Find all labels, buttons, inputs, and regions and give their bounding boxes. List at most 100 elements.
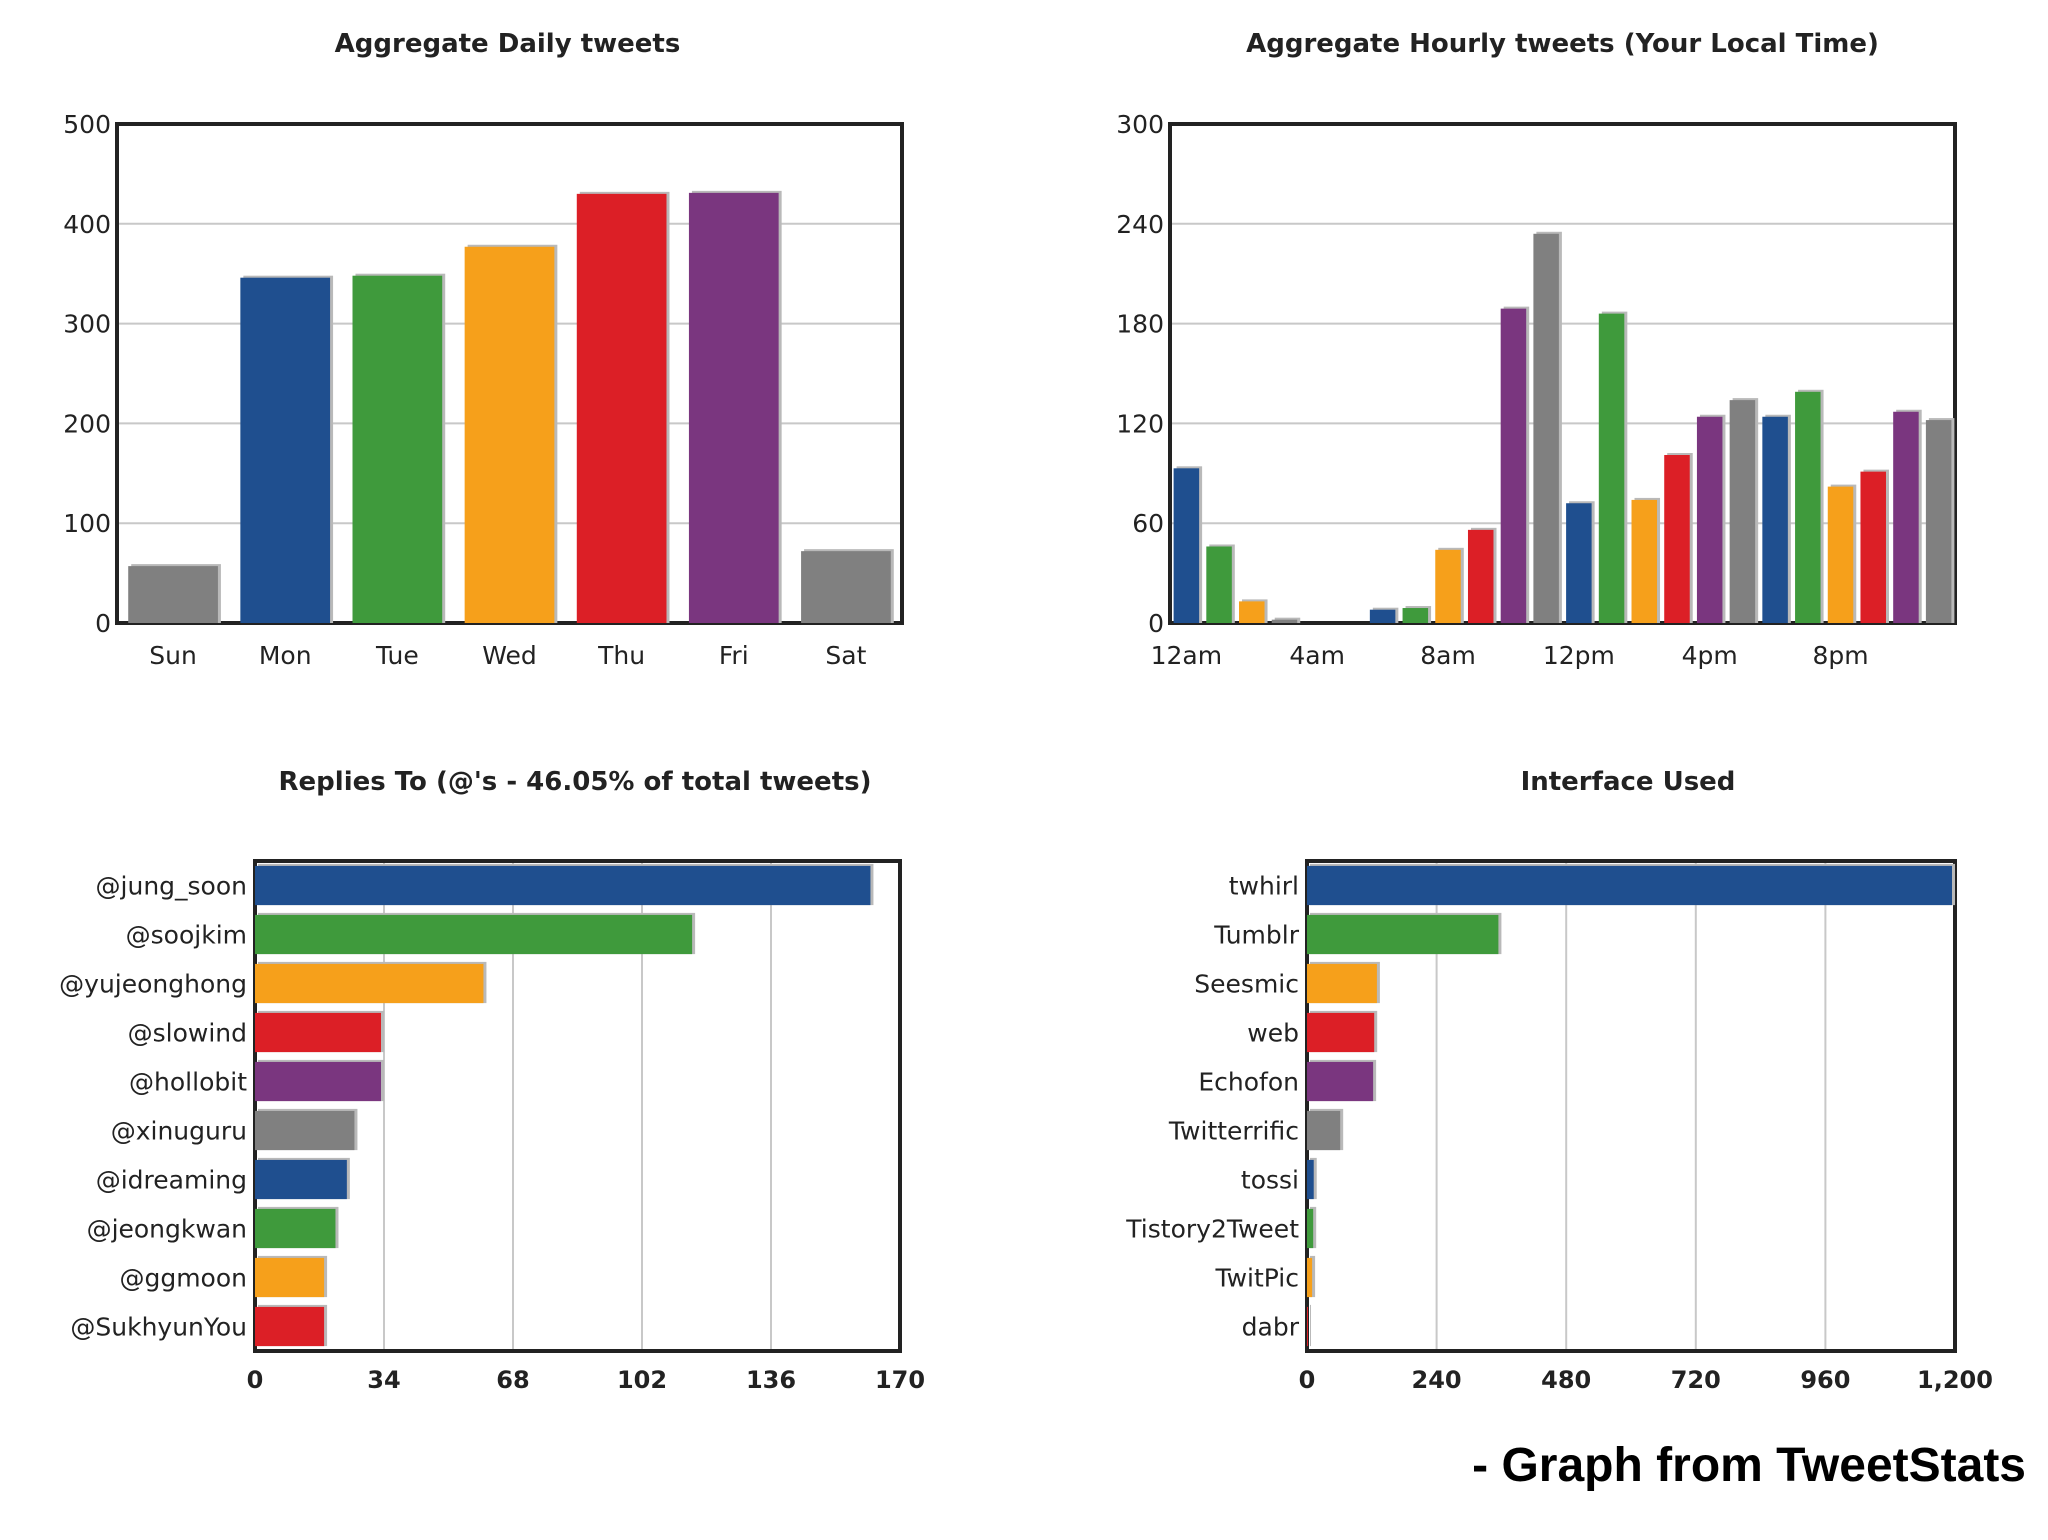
chart3-xtick-label: 170: [875, 1366, 925, 1394]
chart2-bar-11am: [1533, 233, 1559, 623]
chart1-bar-sat: [801, 551, 891, 623]
chart1-bar-wed: [464, 246, 555, 623]
chart2-xtick-label: 8pm: [1812, 641, 1868, 670]
chart4-category-label: Twitterrific: [1168, 1117, 1299, 1146]
chart4-plot-frame: [1305, 859, 1957, 1353]
chart3-category-label: @slowind: [128, 1019, 247, 1048]
chart4-xtick-label: 240: [1412, 1366, 1462, 1394]
chart4-bar-web: [1307, 1012, 1375, 1053]
chart3-category-label: @yujeonghong: [59, 970, 247, 999]
chart3-category-label: @jung_soon: [96, 872, 247, 901]
chart4-bar-echofon: [1307, 1061, 1374, 1102]
chart3-category-label: @jeongkwan: [87, 1215, 247, 1244]
chart3-plot-frame: [253, 859, 902, 1353]
chart1-ytick-label: 100: [63, 509, 111, 538]
chart4-xtick-label: 720: [1671, 1366, 1721, 1394]
chart1-xtick-label: Mon: [259, 641, 312, 670]
chart4-category-label: Tumblr: [1213, 921, 1299, 950]
chart3-xtick-label: 34: [367, 1366, 400, 1394]
chart1-ytick-label: 200: [63, 409, 111, 438]
chart2-xtick-label: 4pm: [1682, 641, 1738, 670]
chart4-bar-twitterrific: [1307, 1110, 1341, 1151]
chart4-category-label: dabr: [1242, 1313, 1300, 1342]
chart1-xtick-label: Wed: [482, 641, 537, 670]
chart3-bar-ggmoon: [255, 1257, 325, 1298]
chart4-bar-twitpic-shadow: [1310, 1255, 1316, 1298]
chart1-bar-thu: [576, 193, 667, 624]
chart4-bar-twhirl: [1307, 865, 1952, 906]
chart1-bar-fri: [688, 192, 779, 623]
chart3-bar-sukhyunyou: [255, 1306, 325, 1347]
chart3-category-label: @ggmoon: [119, 1264, 247, 1293]
chart2-ytick-label: 120: [1116, 409, 1164, 438]
chart2-xtick-label: 4am: [1289, 641, 1345, 670]
chart1-ytick-label: 400: [63, 210, 111, 239]
chart2-bar-2pm: [1631, 499, 1658, 623]
chart3-bar-slowind: [255, 1012, 381, 1053]
chart2-xtick-label: 12am: [1151, 641, 1222, 670]
chart2-bar-4pm: [1696, 416, 1723, 623]
chart2-bar-11pm: [1925, 420, 1952, 623]
chart1-bar-mon: [240, 277, 331, 623]
chart1-ytick-label: 0: [95, 609, 111, 638]
chart4-bar-dabr-shadow: [1310, 1304, 1311, 1347]
chart4-bar-twitpic: [1307, 1257, 1313, 1298]
chart2-bar-1am: [1206, 546, 1232, 623]
chart4-xtick-label: 960: [1800, 1366, 1850, 1394]
chart3-category-label: @idreaming: [96, 1166, 247, 1195]
chart2-bar-1pm: [1598, 313, 1625, 623]
chart2-bar-3am: [1271, 619, 1298, 623]
chart1-bar-sun: [128, 566, 218, 623]
chart4-bar-dabr: [1307, 1306, 1308, 1347]
chart2-ytick-label: 240: [1116, 210, 1164, 239]
chart3-category-label: @soojkim: [126, 921, 247, 950]
chart3-xtick-label: 68: [496, 1366, 529, 1394]
chart3-bar-xinuguru: [255, 1110, 355, 1151]
chart1-bar-tue: [352, 275, 443, 623]
chart2-bar-5pm: [1729, 400, 1756, 623]
chart3-bar-jeongkwan: [255, 1208, 336, 1249]
chart4-category-label: web: [1247, 1019, 1299, 1048]
chart1-xtick-label: Sun: [149, 641, 197, 670]
chart1-ytick-label: 500: [63, 110, 111, 139]
chart3-category-label: @xinuguru: [111, 1117, 247, 1146]
chart2-bar-8am: [1435, 549, 1461, 623]
chart2-ytick-label: 180: [1116, 310, 1164, 339]
chart2-xtick-label: 12pm: [1543, 641, 1615, 670]
chart4-bar-tossi: [1307, 1159, 1314, 1200]
chart4-xtick-label: 0: [1299, 1366, 1316, 1394]
chart4-category-label: TwitPic: [1214, 1264, 1299, 1293]
chart4-title: Interface Used: [1521, 767, 1736, 797]
chart3-title: Replies To (@'s - 46.05% of total tweets…: [279, 767, 872, 797]
chart3-bar-yujeonghong: [255, 963, 484, 1004]
chart2-bar-3pm: [1664, 455, 1690, 623]
chart4-category-label: Echofon: [1198, 1068, 1299, 1097]
chart2-bar-12pm: [1566, 503, 1592, 623]
chart2-bar-6am: [1369, 609, 1396, 623]
chart3-category-label: @hollobit: [129, 1068, 247, 1097]
chart2-bar-10am: [1500, 308, 1527, 623]
chart2-xtick-label: 8am: [1420, 641, 1476, 670]
chart2-bar-10pm: [1893, 411, 1919, 623]
chart1-ytick-label: 300: [63, 310, 111, 339]
chart4-category-label: tossi: [1241, 1166, 1299, 1195]
chart1-xtick-label: Fri: [719, 641, 749, 670]
chart4-category-label: Tistory2Tweet: [1125, 1215, 1299, 1244]
chart2-bar-9pm: [1860, 471, 1886, 623]
chart1-title: Aggregate Daily tweets: [335, 29, 681, 59]
chart4-xtick-label: 1,200: [1917, 1366, 1993, 1394]
chart2-bar-7pm: [1795, 391, 1821, 623]
chart2-title: Aggregate Hourly tweets (Your Local Time…: [1246, 29, 1879, 59]
chart3-xtick-label: 102: [617, 1366, 667, 1394]
chart4-bar-tistory2tweet: [1307, 1208, 1314, 1249]
chart2-bar-2am: [1239, 601, 1265, 623]
chart3-bar-idreaming: [255, 1159, 347, 1200]
chart2-ytick-label: 300: [1116, 110, 1164, 139]
chart4-bar-tumblr: [1307, 914, 1499, 955]
chart2-bar-6pm: [1762, 416, 1788, 623]
chart3-bar-jungsoon: [255, 865, 871, 906]
chart1-xtick-label: Tue: [375, 641, 419, 670]
chart3-xtick-label: 0: [247, 1366, 264, 1394]
